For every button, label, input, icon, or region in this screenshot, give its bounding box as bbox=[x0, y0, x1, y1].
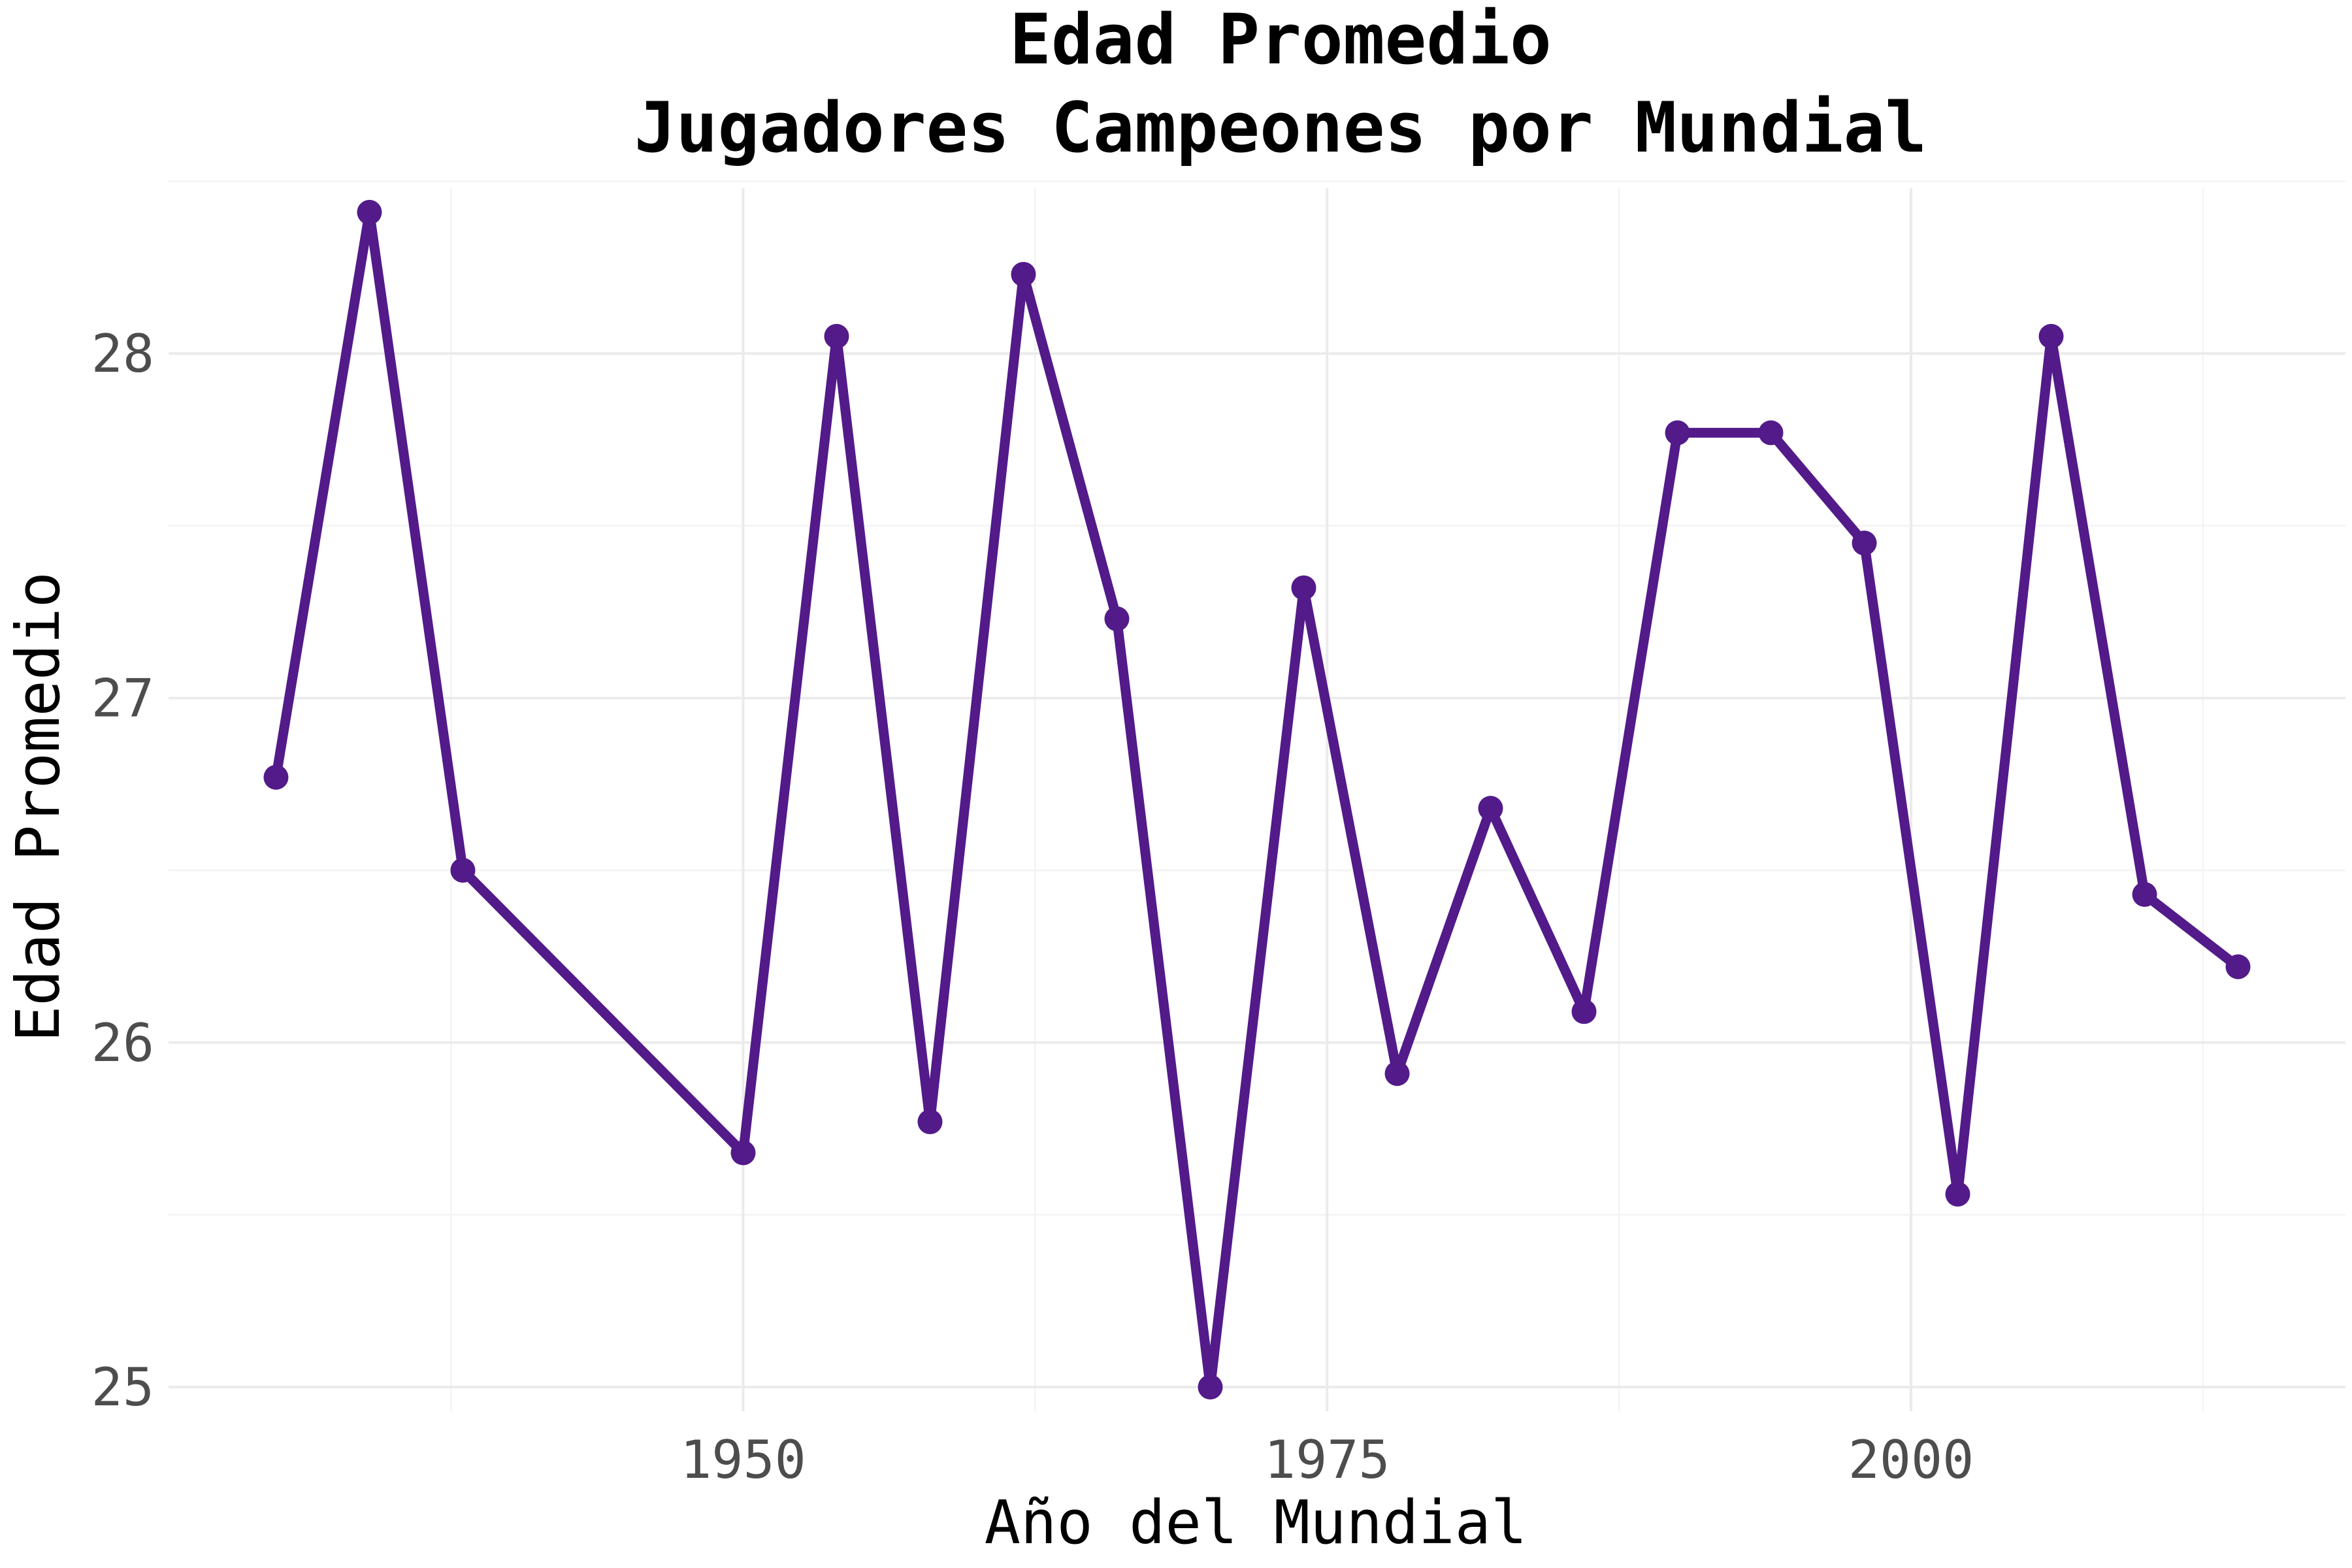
x-tick-label-1: 1975 bbox=[1264, 1429, 1390, 1490]
series-polyline bbox=[271, 207, 2243, 1392]
chart-title-line-1: Edad Promedio bbox=[1009, 0, 1552, 80]
y-axis-title: Edad Promedio bbox=[3, 572, 73, 1042]
minor-gridlines bbox=[169, 180, 2345, 1411]
data-point-1986 bbox=[1571, 999, 1597, 1024]
data-point-1958 bbox=[917, 1109, 943, 1135]
x-tick-label-2: 2000 bbox=[1848, 1429, 1974, 1490]
data-point-1990 bbox=[1665, 420, 1690, 446]
y-tick-label-3: 28 bbox=[91, 323, 154, 384]
series-line bbox=[271, 207, 2243, 1392]
data-point-1950 bbox=[730, 1140, 756, 1166]
x-axis-title: Año del Mundial bbox=[985, 1488, 1527, 1558]
major-gridlines bbox=[169, 188, 2345, 1411]
data-point-2006 bbox=[2038, 323, 2064, 349]
data-point-1930 bbox=[263, 764, 289, 790]
data-point-1998 bbox=[1852, 531, 1877, 556]
data-point-1966 bbox=[1104, 606, 1130, 632]
data-point-1978 bbox=[1384, 1061, 1410, 1086]
data-point-1970 bbox=[1198, 1375, 1223, 1400]
data-point-2014 bbox=[2225, 954, 2251, 979]
data-point-1954 bbox=[824, 323, 849, 349]
data-point-2002 bbox=[1945, 1181, 1970, 1207]
data-point-1962 bbox=[1011, 261, 1036, 287]
x-tick-label-0: 1950 bbox=[680, 1429, 806, 1490]
data-point-2010 bbox=[2132, 882, 2157, 907]
y-tick-label-1: 26 bbox=[91, 1013, 154, 1073]
data-point-1994 bbox=[1758, 420, 1784, 446]
chart-title-line-2: Jugadores Campeones por Mundial bbox=[634, 88, 1927, 168]
data-points bbox=[263, 199, 2251, 1400]
y-tick-label-0: 25 bbox=[91, 1357, 154, 1418]
y-axis-tick-labels: 25 26 27 28 bbox=[91, 323, 154, 1418]
x-axis-tick-labels: 1950 1975 2000 bbox=[680, 1429, 1974, 1490]
data-point-1934 bbox=[357, 199, 382, 225]
data-point-1982 bbox=[1478, 796, 1503, 821]
data-point-1974 bbox=[1291, 575, 1316, 600]
data-point-1938 bbox=[450, 858, 476, 883]
y-tick-label-2: 27 bbox=[91, 668, 154, 728]
